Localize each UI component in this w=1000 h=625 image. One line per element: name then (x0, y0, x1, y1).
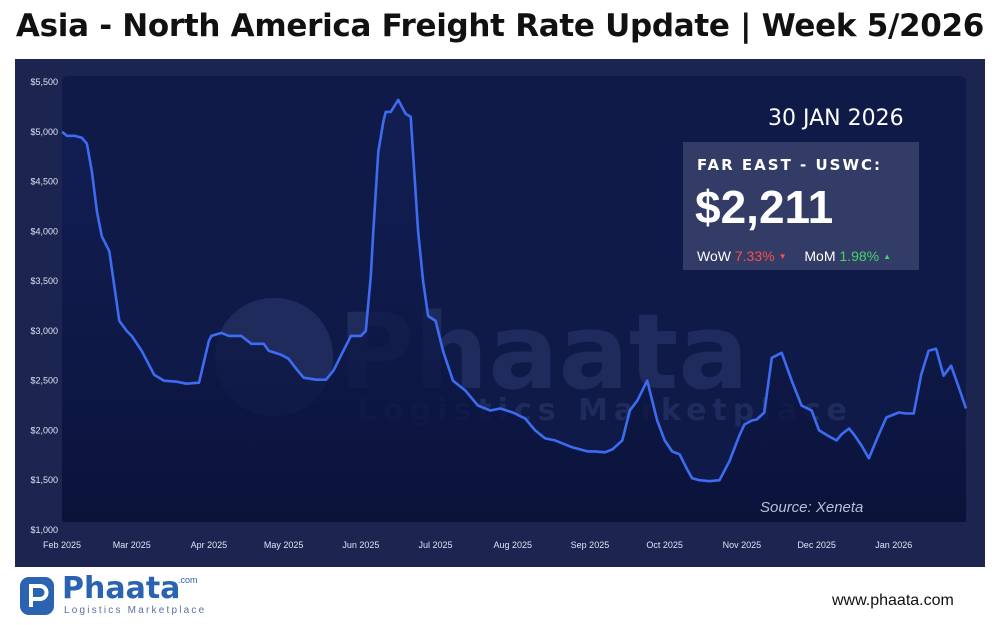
down-triangle-icon: ▼ (778, 252, 787, 261)
mom-label: MoM (804, 248, 836, 264)
y-tick-label: $1,000 (30, 525, 58, 535)
x-tick-label: Sep 2025 (571, 540, 610, 550)
x-tick-label: Mar 2025 (113, 540, 151, 550)
y-tick-label: $5,000 (30, 127, 58, 137)
page-title: Asia - North America Freight Rate Update… (15, 8, 985, 44)
x-tick-label: Jul 2025 (419, 540, 453, 550)
x-tick-label: Nov 2025 (723, 540, 762, 550)
price-box: FAR EAST - USWC: $2,211 WoW 7.33% ▼ MoM 1… (683, 142, 919, 270)
mom-value: 1.98% (839, 248, 880, 264)
wow-label: WoW (697, 248, 731, 264)
y-tick-label: $2,000 (30, 425, 58, 435)
x-tick-label: Oct 2025 (646, 540, 683, 550)
series-area (62, 99, 966, 523)
source-note: Source: Xeneta (760, 499, 864, 516)
y-tick-label: $4,500 (30, 177, 58, 187)
x-tick-label: Jun 2025 (342, 540, 379, 550)
date-label: 30 JAN 2026 (768, 106, 904, 131)
y-tick-label: $3,000 (30, 326, 58, 336)
logo-domain-suffix: .com (178, 575, 198, 585)
y-tick-label: $3,500 (30, 276, 58, 286)
x-tick-label: Jan 2026 (875, 540, 912, 550)
up-triangle-icon: ▲ (883, 252, 892, 261)
series-line (61, 98, 968, 483)
y-tick-label: $2,500 (30, 376, 58, 386)
y-tick-label: $5,500 (30, 77, 58, 87)
website-url[interactable]: www.phaata.com (832, 592, 954, 609)
wow-value: 7.33% (734, 248, 775, 264)
x-tick-label: Apr 2025 (191, 540, 228, 550)
logo-brand: Phaata (62, 571, 181, 606)
x-tick-label: Dec 2025 (797, 540, 836, 550)
phaata-logo-icon (20, 577, 54, 615)
y-tick-label: $1,500 (30, 475, 58, 485)
x-tick-label: May 2025 (264, 540, 304, 550)
y-tick-label: $4,000 (30, 226, 58, 236)
x-tick-label: Feb 2025 (43, 540, 81, 550)
price-value: $2,211 (695, 181, 834, 233)
x-tick-label: Aug 2025 (493, 540, 532, 550)
logo-tagline: Logistics Marketplace (64, 605, 207, 616)
route-label: FAR EAST - USWC: (697, 156, 883, 174)
change-row: WoW 7.33% ▼ MoM 1.98% ▲ (697, 248, 905, 264)
